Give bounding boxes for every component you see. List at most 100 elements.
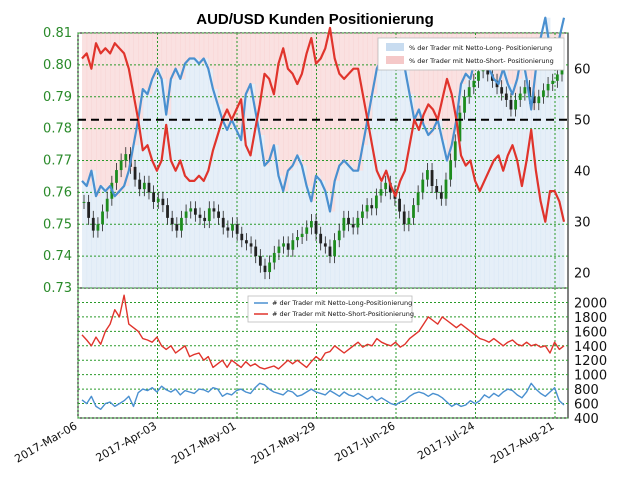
candle-body: [542, 90, 545, 97]
long-fill-segment: [549, 48, 556, 288]
candle-body: [555, 74, 559, 81]
candle-body: [235, 224, 239, 234]
long-fill-segment: [339, 165, 345, 288]
long-fill-segment: [512, 94, 518, 288]
candle-body: [407, 217, 411, 225]
left-tick-label: 0.73: [43, 281, 72, 296]
long-fill-segment: [372, 94, 378, 288]
candle-body: [453, 141, 457, 161]
long-fill-segment: [152, 78, 158, 289]
long-fill-segment: [535, 68, 542, 288]
long-fill-segment: [250, 84, 256, 288]
short-fill-segment: [301, 33, 308, 166]
long-fill-segment: [245, 94, 251, 288]
short-fill-segment: [353, 33, 359, 171]
candle-body: [207, 208, 211, 222]
short-fill-segment: [180, 33, 186, 79]
short-fill-segment: [292, 33, 298, 166]
bottom-tick-label: 1800: [574, 311, 607, 326]
bottom-tick-label: 1400: [574, 340, 607, 355]
long-fill-segment: [554, 48, 560, 288]
candle-body: [87, 201, 91, 218]
short-fill-segment: [297, 33, 303, 156]
long-fill-segment: [545, 17, 551, 288]
short-fill-segment: [348, 33, 354, 166]
short-fill-segment: [198, 33, 205, 64]
long-fill-segment: [432, 129, 439, 288]
candle-body: [370, 205, 374, 209]
short-fill-segment: [278, 33, 284, 176]
candle-body: [221, 217, 225, 228]
bottom-tick-label: 400: [574, 412, 599, 427]
candle-body: [147, 182, 151, 193]
short-fill-segment: [147, 33, 153, 95]
long-fill-segment: [241, 140, 247, 288]
candle-body: [328, 246, 332, 257]
short-fill-segment: [255, 33, 261, 110]
long-fill-segment: [236, 129, 242, 288]
candle-body: [96, 224, 100, 231]
long-fill-segment: [194, 58, 200, 288]
top-panel-grid: [77, 32, 568, 289]
candle-body: [166, 205, 169, 218]
candle-body: [537, 96, 541, 104]
long-fill-segment: [273, 145, 280, 288]
candle-body: [560, 68, 564, 75]
left-tick-label: 0.76: [43, 185, 72, 200]
short-fill-segment: [540, 33, 546, 39]
short-pct-line: [81, 26, 566, 223]
candle-body: [212, 208, 216, 212]
candle-body: [254, 246, 258, 257]
legend-long-count-label: # der Trader mit Netto-Long-Positionieru…: [272, 299, 412, 307]
candle-body: [356, 217, 360, 228]
candle-body: [282, 243, 285, 247]
candle-body: [296, 237, 299, 241]
candle-body: [249, 243, 253, 247]
long-fill-segment: [442, 140, 448, 288]
short-fill-segment: [161, 33, 167, 79]
short-fill-segment: [432, 33, 439, 130]
candle-body: [138, 179, 142, 190]
long-fill-segment: [465, 73, 471, 288]
candle-body: [314, 221, 318, 234]
long-fill-segment: [278, 175, 284, 288]
left-tick-label: 0.79: [43, 90, 72, 105]
candle-body: [347, 217, 350, 225]
candle-body: [119, 160, 123, 171]
candle-body: [226, 227, 230, 231]
long-fill-segment: [475, 58, 481, 288]
short-fill-segment: [222, 33, 228, 120]
bottom-tick-label: 1600: [574, 325, 607, 340]
short-fill-segment: [217, 33, 223, 105]
candle-body: [245, 240, 248, 244]
candle-body: [184, 211, 188, 218]
candle-body: [170, 217, 174, 225]
long-fill-segment: [292, 165, 298, 288]
long-fill-segment: [470, 78, 476, 289]
bottom-tick-label: 600: [574, 398, 599, 413]
x-tick-label: 2017-Mar-06: [12, 419, 79, 465]
long-fill-segment: [110, 186, 116, 288]
short-fill-segment: [306, 33, 312, 186]
candle-body: [198, 214, 202, 218]
long-fill-segment: [404, 68, 411, 288]
long-fill-segment: [320, 180, 326, 288]
candle-body: [444, 179, 448, 199]
long-fill-segment: [259, 135, 266, 288]
x-tick-label: 2017-May-01: [169, 419, 238, 467]
x-axis-ticks: 2017-Mar-06 2017-Apr-03 2017-May-01 2017-Ma…: [12, 419, 556, 467]
long-fill-segment: [119, 191, 125, 288]
short-fill-segment: [362, 33, 368, 146]
candle-body: [101, 211, 104, 225]
long-count-line: [81, 382, 565, 410]
long-fill-segment: [184, 63, 191, 288]
long-fill-segment: [526, 78, 532, 289]
long-fill-segment: [208, 68, 214, 288]
candle-body: [263, 265, 267, 273]
candle-body: [105, 198, 109, 212]
long-fill-segment: [114, 196, 120, 288]
short-fill-segment: [367, 33, 373, 120]
short-fill-segment: [311, 33, 317, 202]
short-fill-segment: [447, 33, 453, 161]
long-fill-segment: [362, 145, 368, 288]
